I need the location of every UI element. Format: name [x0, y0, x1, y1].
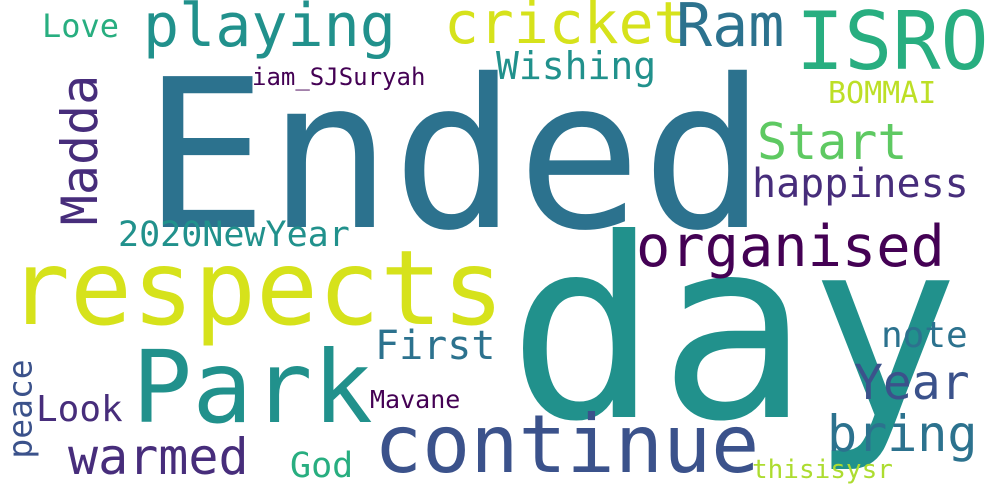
word-mavane: Mavane — [370, 385, 461, 414]
word-start: Start — [757, 113, 908, 171]
word-playing: playing — [143, 0, 396, 61]
word-happiness: happiness — [752, 161, 969, 207]
word-thisisysr: thisisysr — [752, 455, 893, 485]
word-first: First — [375, 323, 496, 369]
word-god: God — [290, 446, 354, 486]
word-park: Park — [132, 329, 373, 446]
word-love: Love — [42, 7, 120, 45]
word-warmed: warmed — [68, 428, 249, 486]
word-look: Look — [36, 389, 123, 430]
word-2020newyear: 2020NewYear — [118, 215, 350, 255]
word-isro: ISRO — [796, 0, 989, 88]
word-iam-sjsuryah: iam_SJSuryah — [252, 63, 426, 91]
word-continue: continue — [374, 398, 760, 491]
word-wishing: Wishing — [496, 44, 657, 88]
word-madda: Madda — [51, 74, 109, 226]
word-year: Year — [854, 355, 970, 411]
word-cricket: cricket — [444, 0, 689, 57]
word-bommai: BOMMAI — [828, 76, 937, 111]
word-respects: respects — [8, 229, 505, 349]
word-ended: Ended — [143, 35, 767, 276]
word-ram: Ram — [676, 0, 785, 61]
word-bring: bring — [827, 405, 978, 463]
word-peace: peace — [0, 359, 40, 459]
word-organised: organised — [636, 214, 945, 280]
word-note: note — [881, 315, 968, 356]
word-day: day — [508, 185, 960, 476]
